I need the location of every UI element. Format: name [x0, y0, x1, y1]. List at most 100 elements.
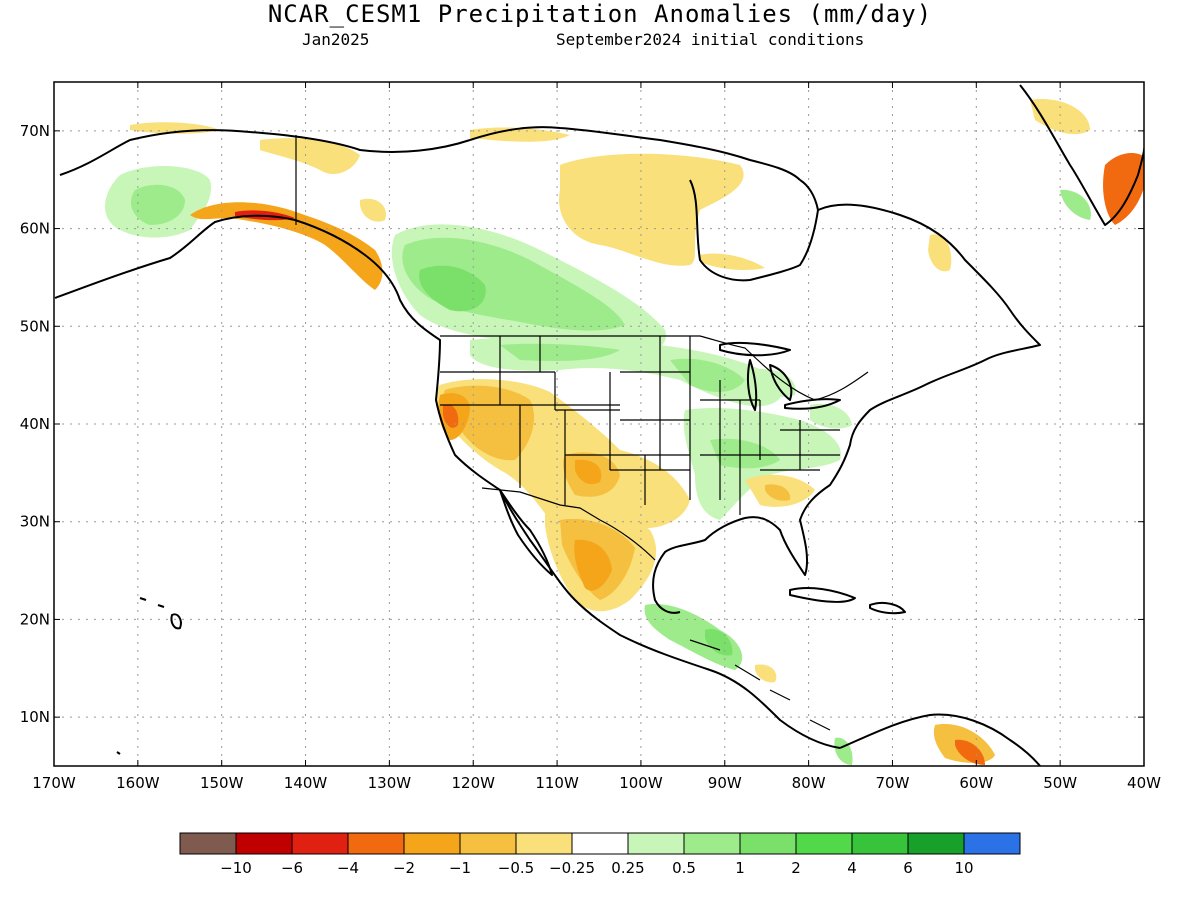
anomaly-honduras-dry	[755, 664, 777, 683]
longitude-labels: 170W 160W 150W 140W 130W 120W 110W 100W 90W 80W 70…	[32, 774, 1161, 792]
coastline-north-america-west	[54, 214, 841, 749]
colorbar-swatch	[291, 832, 349, 855]
lon-label: 50W	[1043, 774, 1077, 792]
anomaly-georgia-dry	[765, 484, 791, 501]
lon-label: 80W	[792, 774, 826, 792]
lat-label: 20N	[20, 610, 50, 628]
coastline-lake-erie	[784, 398, 841, 410]
state-borders	[440, 336, 840, 515]
colorbar-swatch	[683, 832, 741, 855]
colorbar-label: −6	[281, 859, 303, 877]
coastline-alaska-north	[59, 129, 471, 176]
anomaly-fields	[105, 99, 1144, 765]
anomaly-tennessee-wet	[710, 438, 780, 469]
colorbar-swatch	[179, 832, 237, 855]
lon-label: 60W	[959, 774, 993, 792]
coastline-lake-huron	[769, 364, 793, 401]
lon-label: 130W	[368, 774, 412, 792]
lat-label: 40N	[20, 415, 50, 433]
anomaly-alaska-west-wet-core	[130, 184, 185, 225]
anomaly-greenland-se-dry	[1103, 153, 1144, 225]
anomaly-great-lakes-wet	[750, 369, 796, 397]
anomaly-greenland-dry	[1030, 99, 1090, 135]
coastline-baja	[499, 489, 553, 576]
colorbar-swatch	[235, 832, 293, 855]
colorbar-label: −1	[449, 859, 471, 877]
lon-label: 70W	[876, 774, 910, 792]
colorbar-label: 0.25	[611, 859, 644, 877]
lon-label: 90W	[708, 774, 742, 792]
anomaly-california-heavy	[443, 404, 459, 428]
colorbar-label: 0.5	[672, 859, 696, 877]
colorbar-label: 2	[791, 859, 801, 877]
anomaly-northeast-wet	[810, 403, 852, 429]
colorbar-label: 1	[735, 859, 745, 877]
lon-label: 150W	[200, 774, 244, 792]
political-borders	[295, 135, 869, 731]
colorbar-swatch	[515, 832, 573, 855]
latitude-labels: 70N 60N 50N 40N 30N 20N 10N	[20, 122, 50, 726]
anomaly-central-america-wet	[644, 604, 743, 670]
lon-label: 40W	[1127, 774, 1161, 792]
coastlines	[54, 84, 1144, 766]
lon-label: 110W	[535, 774, 579, 792]
colorbar-label: −0.5	[498, 859, 534, 877]
axis-ticks	[53, 82, 1145, 766]
colorbar-label: 10	[954, 859, 973, 877]
anomaly-canada-west-wet-core	[419, 265, 486, 312]
colorbar-label: −4	[337, 859, 359, 877]
colorbar-swatch	[627, 832, 685, 855]
lat-label: 50N	[20, 317, 50, 335]
anomaly-labrador-dry	[928, 234, 952, 272]
lon-label: 140W	[284, 774, 328, 792]
lon-label: 100W	[619, 774, 663, 792]
anomaly-new-mexico-dry	[575, 459, 602, 485]
colorbar-swatch	[795, 832, 853, 855]
border-us-mexico	[481, 487, 656, 561]
anomaly-hudson-dry	[559, 153, 744, 266]
coastline-lake-michigan	[746, 359, 758, 411]
colorbar-label: −0.25	[549, 859, 595, 877]
coastline-south-america	[839, 713, 1041, 766]
colorbar: −10 −6 −4 −2 −1 −0.5 −0.25 0.25 0.5 1 2 4 6 10	[179, 832, 1021, 877]
anomaly-gulf-alaska-dry	[190, 202, 383, 290]
coastline-canada-arctic	[469, 126, 801, 181]
lon-label: 170W	[32, 774, 76, 792]
colorbar-swatch	[347, 832, 405, 855]
forecast-month: Jan2025	[302, 30, 370, 49]
anomaly-yukon-dry	[360, 198, 386, 222]
colorbar-swatch	[459, 832, 517, 855]
coastline-greenland	[1019, 84, 1144, 226]
border-central-america	[689, 639, 831, 731]
colorbar-label: 6	[903, 859, 913, 877]
lon-label: 120W	[451, 774, 495, 792]
map-title: NCAR_CESM1 Precipitation Anomalies (mm/d…	[267, 0, 933, 28]
colorbar-swatch	[851, 832, 909, 855]
coastline-east-canada	[652, 203, 1041, 614]
colorbar-swatch	[963, 832, 1021, 855]
initial-conditions-label: September2024 initial conditions	[556, 30, 865, 49]
anomaly-panama-wet	[834, 737, 853, 765]
colorbar-swatch	[571, 832, 629, 855]
anomaly-mexico-dry-strong	[574, 539, 612, 591]
coastline-cuba	[789, 587, 856, 603]
anomaly-greenland-south-wet	[1060, 189, 1091, 220]
coastline-hudson-bay	[689, 179, 819, 282]
coastline-lake-superior	[719, 341, 791, 357]
lat-label: 30N	[20, 513, 50, 531]
lat-label: 60N	[20, 220, 50, 238]
colorbar-label: −10	[220, 859, 252, 877]
colorbar-swatch	[403, 832, 461, 855]
lat-label: 10N	[20, 708, 50, 726]
anomaly-alaska-north-dry	[260, 138, 360, 175]
anomaly-midwest-wet	[670, 358, 745, 392]
coastline-hawaii-small	[116, 597, 165, 755]
colorbar-label: 4	[847, 859, 857, 877]
lon-label: 160W	[116, 774, 160, 792]
anomaly-venezuela-strong	[955, 739, 985, 765]
border-us-canada	[440, 335, 869, 401]
anomaly-quebec-dry	[700, 253, 765, 270]
anomaly-northern-plains-wet-mid	[500, 343, 620, 361]
lat-label: 70N	[20, 122, 50, 140]
